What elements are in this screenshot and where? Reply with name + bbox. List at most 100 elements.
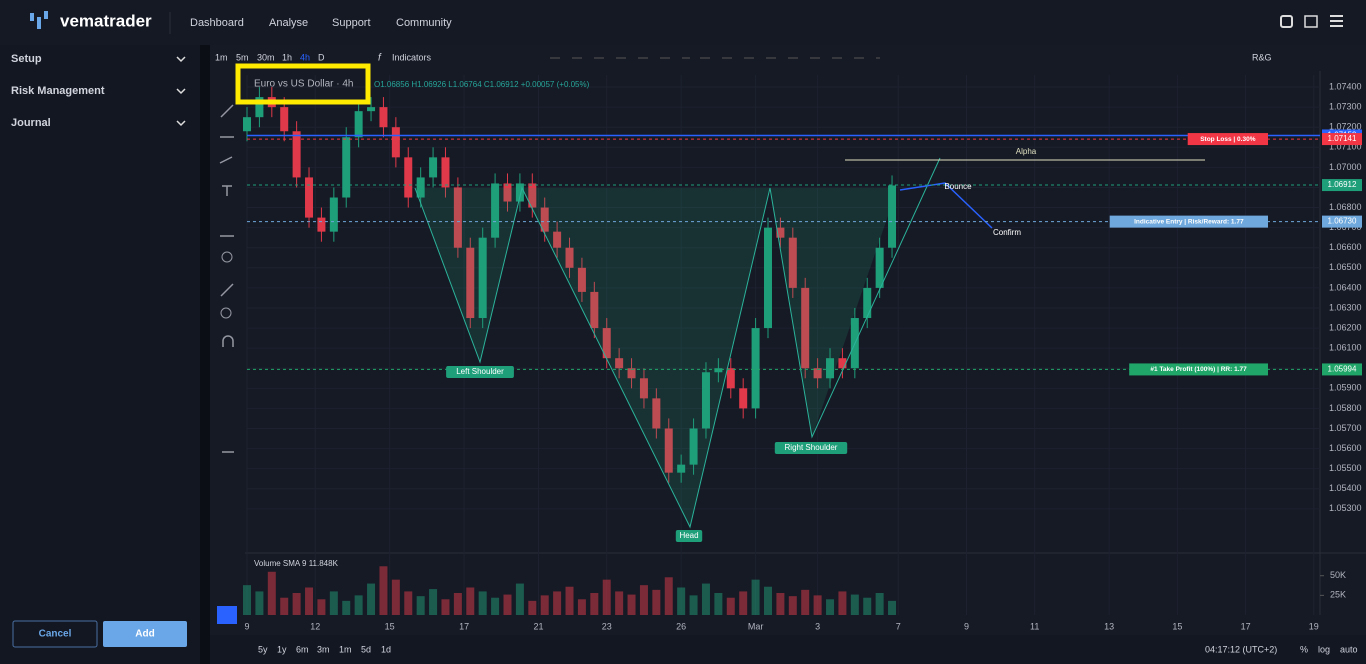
range-button[interactable]: 1m [339,644,352,654]
volume-bar [528,600,537,615]
timeframe[interactable]: D [318,52,325,62]
volume-bar [404,591,413,615]
volume-bar [689,595,698,615]
candle-body [404,157,413,198]
x-tick-label: Mar [748,621,764,631]
range-button[interactable]: 6m [296,644,309,654]
volume-bar [863,597,872,615]
add-button[interactable] [103,621,187,647]
log-toggle[interactable]: log [1318,644,1330,654]
nav-link[interactable]: Analyse [269,17,308,29]
volume-bar [813,595,822,615]
nav-link[interactable]: Support [332,17,371,29]
divider [200,45,210,664]
candle-body [788,237,797,288]
range-button[interactable]: 1y [277,644,287,654]
y-tick-label: 1.05400 [1329,483,1362,493]
y-tick-label: 1.07000 [1329,162,1362,172]
pattern-label: Left Shoulder [456,367,504,376]
volume-bar [243,585,251,615]
x-tick-label: 17 [1241,621,1251,631]
price-badge [1322,179,1362,192]
cancel-button[interactable] [12,620,98,648]
volume-bar [602,579,611,615]
volume-bar [639,585,648,615]
x-tick-label: 19 [1309,621,1319,631]
sidebar-section[interactable]: Setup [11,53,42,65]
volume-bar [677,587,686,615]
pattern-label-box [774,442,848,454]
candle-body [453,187,462,248]
volume-bar [850,594,859,615]
volume-bar [491,597,500,615]
menu-icon[interactable] [1330,15,1343,27]
pattern-label: Alpha [1016,147,1037,156]
y-tick-label: 1.06300 [1329,302,1362,312]
volume-bar [577,599,586,615]
range-button[interactable]: 5d [361,644,371,654]
volume-bar [615,591,624,615]
timeframe[interactable]: 1m [215,52,228,62]
candle-body [639,378,648,399]
price-badge [1322,133,1362,146]
sidebar-section[interactable]: Journal [11,117,51,129]
volume-bar [627,594,636,615]
candle-body [441,157,450,188]
range-button[interactable]: 5y [258,644,268,654]
sidebar-section[interactable]: Risk Management [11,85,105,97]
y-tick-label: 1.06500 [1329,262,1362,272]
timeframe[interactable]: 1h [282,52,292,62]
auto-toggle[interactable]: auto [1340,644,1358,654]
y-tick-label: 1.05500 [1329,463,1362,473]
plot [243,71,1366,635]
volume-bar [379,566,388,615]
volume-bar [280,597,289,615]
pattern-fill [415,188,890,527]
candle-body [329,197,338,232]
volume-bar [540,595,549,615]
timeframe[interactable]: 5m [236,52,249,62]
wallet-icon[interactable] [1280,15,1293,28]
indicators-button[interactable]: Indicators [392,52,432,62]
candle-body [478,237,487,319]
percent-toggle[interactable]: % [1300,644,1308,654]
range-button[interactable]: 3m [317,644,330,654]
ohlc-legend: O1.06856 H1.06926 L1.06764 C1.06912 +0.0… [374,80,590,89]
logo[interactable]: vematrader [60,11,152,30]
volume-bar [305,587,314,615]
y-tick-label: 1.06600 [1329,242,1362,252]
x-tick-label: 12 [310,621,320,631]
pattern-label: Bounce [944,182,972,191]
favorite-tool[interactable] [217,606,237,624]
candle-body [689,428,698,465]
x-tick-label: 9 [964,621,969,631]
x-tick-label: 11 [1030,621,1039,631]
level-tag-label: #1 Take Profit (100%) | RR: 1.77 [1150,366,1247,373]
gift-icon[interactable] [1304,15,1318,28]
timeframe-active[interactable]: 4h [300,52,310,62]
volume-bar [826,599,835,615]
candle-body [826,358,835,379]
candle-body [280,107,289,132]
volume-bar [466,587,475,615]
volume-bar [453,593,462,615]
volume-bar [739,591,748,615]
indicators-icon[interactable]: f [378,53,382,64]
layout-name[interactable]: R&G [1252,52,1272,62]
y-tick-label: 1.07300 [1329,102,1362,112]
timeframe[interactable]: 30m [257,52,275,62]
nav-link[interactable]: Community [396,17,452,29]
candle-body [664,428,673,473]
candle-body [503,183,512,202]
range-button[interactable]: 1d [381,644,391,654]
volume-bar [441,599,450,615]
tool-icons [219,104,234,453]
candle-body [726,368,735,389]
volume-bar [565,586,574,615]
candle-body [838,358,847,369]
nav-link[interactable]: Dashboard [190,17,244,29]
candle-body [813,368,822,379]
x-tick-label: 23 [602,621,612,631]
candle-body [739,388,748,409]
